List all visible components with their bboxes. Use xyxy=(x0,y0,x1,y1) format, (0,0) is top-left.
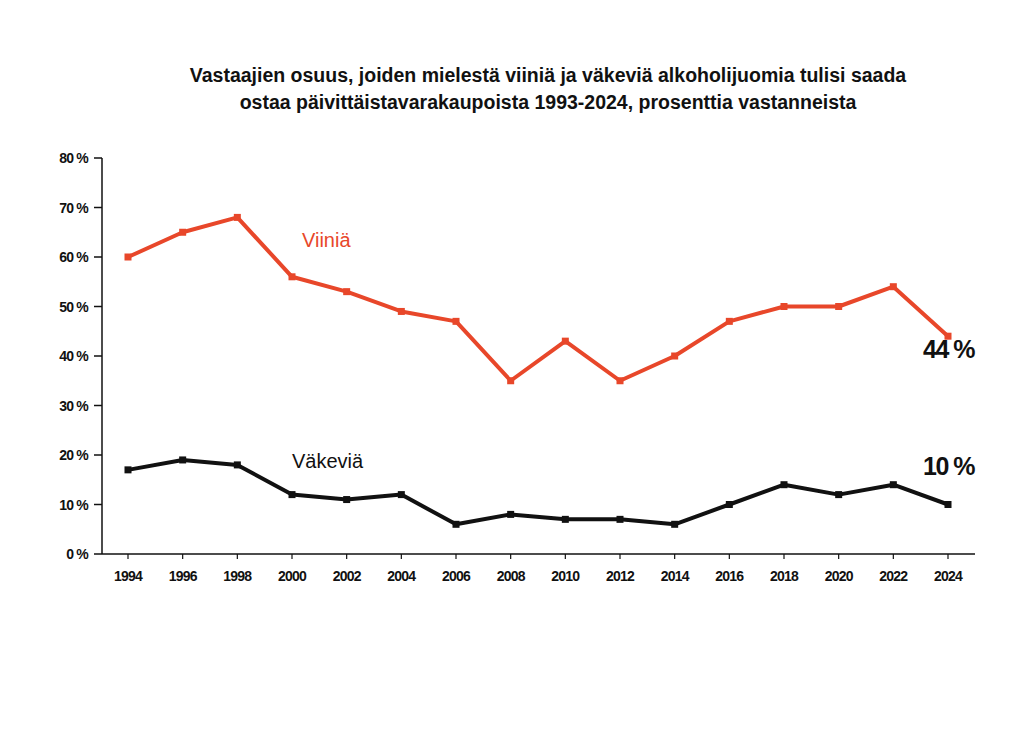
y-tick xyxy=(94,157,102,159)
y-tick xyxy=(94,207,102,209)
x-tick-label: 2008 xyxy=(497,568,526,584)
x-tick xyxy=(783,554,784,559)
series-label: Väkeviä xyxy=(292,450,364,472)
x-tick xyxy=(729,554,730,559)
annotation: 10 % xyxy=(923,452,975,480)
y-tick xyxy=(94,355,102,357)
x-tick-label: 2010 xyxy=(551,568,580,584)
marker xyxy=(617,377,624,384)
series-label: Viiniä xyxy=(302,229,351,251)
marker xyxy=(289,273,296,280)
y-tick xyxy=(94,256,102,258)
x-tick-label: 2012 xyxy=(606,568,635,584)
x-tick xyxy=(947,554,948,559)
x-tick-label: 2014 xyxy=(661,568,690,584)
marker xyxy=(125,466,132,473)
marker xyxy=(179,229,186,236)
x-tick xyxy=(893,554,894,559)
x-tick xyxy=(674,554,675,559)
y-tick xyxy=(94,306,102,308)
marker xyxy=(726,501,733,508)
marker xyxy=(343,288,350,295)
marker xyxy=(781,303,788,310)
marker xyxy=(835,491,842,498)
x-tick xyxy=(237,554,238,559)
x-tick xyxy=(401,554,402,559)
marker xyxy=(781,481,788,488)
y-tick xyxy=(94,454,102,456)
y-tick xyxy=(94,504,102,506)
marker xyxy=(507,511,514,518)
marker xyxy=(234,461,241,468)
x-tick-label: 2002 xyxy=(333,568,362,584)
marker xyxy=(398,491,405,498)
line xyxy=(128,217,948,380)
x-tick-label: 2018 xyxy=(770,568,799,584)
marker xyxy=(945,501,952,508)
marker xyxy=(562,516,569,523)
marker xyxy=(835,303,842,310)
x-tick xyxy=(127,554,128,559)
y-tick-label: 50 % xyxy=(59,299,89,315)
y-tick-label: 80 % xyxy=(59,150,89,166)
x-tick-label: 2022 xyxy=(879,568,908,584)
marker xyxy=(890,481,897,488)
marker xyxy=(125,254,132,261)
x-tick xyxy=(455,554,456,559)
annotation: 44 % xyxy=(923,335,975,363)
marker xyxy=(562,338,569,345)
x-tick-label: 1994 xyxy=(114,568,143,584)
marker xyxy=(343,496,350,503)
x-tick xyxy=(510,554,511,559)
x-tick-label: 2006 xyxy=(442,568,471,584)
marker xyxy=(179,456,186,463)
marker xyxy=(453,521,460,528)
line xyxy=(128,460,948,524)
x-tick xyxy=(291,554,292,559)
y-tick-label: 0 % xyxy=(66,546,89,562)
x-tick xyxy=(619,554,620,559)
marker xyxy=(234,214,241,221)
x-tick xyxy=(565,554,566,559)
marker xyxy=(289,491,296,498)
y-tick xyxy=(94,553,102,555)
x-axis xyxy=(102,553,975,555)
marker xyxy=(726,318,733,325)
x-tick-label: 2004 xyxy=(387,568,416,584)
title: ostaa päivittäistavarakaupoista 1993-202… xyxy=(240,91,857,113)
x-tick-label: 1998 xyxy=(223,568,252,584)
chart: Vastaajien osuus, joiden mielestä viiniä… xyxy=(0,0,1024,747)
y-tick-label: 10 % xyxy=(59,497,89,513)
y-tick-label: 40 % xyxy=(59,348,89,364)
x-tick-label: 2000 xyxy=(278,568,307,584)
x-tick xyxy=(346,554,347,559)
y-tick-label: 30 % xyxy=(59,398,89,414)
x-tick-label: 2020 xyxy=(825,568,854,584)
marker xyxy=(671,521,678,528)
marker xyxy=(890,283,897,290)
marker xyxy=(507,377,514,384)
y-tick-label: 20 % xyxy=(59,447,89,463)
y-tick-label: 70 % xyxy=(59,200,89,216)
title: Vastaajien osuus, joiden mielestä viiniä… xyxy=(190,64,907,86)
y-tick-label: 60 % xyxy=(59,249,89,265)
x-tick-label: 2024 xyxy=(934,568,963,584)
y-tick xyxy=(94,405,102,407)
x-tick-label: 2016 xyxy=(715,568,744,584)
marker xyxy=(671,353,678,360)
marker xyxy=(453,318,460,325)
marker xyxy=(398,308,405,315)
x-tick xyxy=(838,554,839,559)
plot-area xyxy=(125,214,952,528)
x-tick-label: 1996 xyxy=(169,568,198,584)
marker xyxy=(617,516,624,523)
x-tick xyxy=(182,554,183,559)
